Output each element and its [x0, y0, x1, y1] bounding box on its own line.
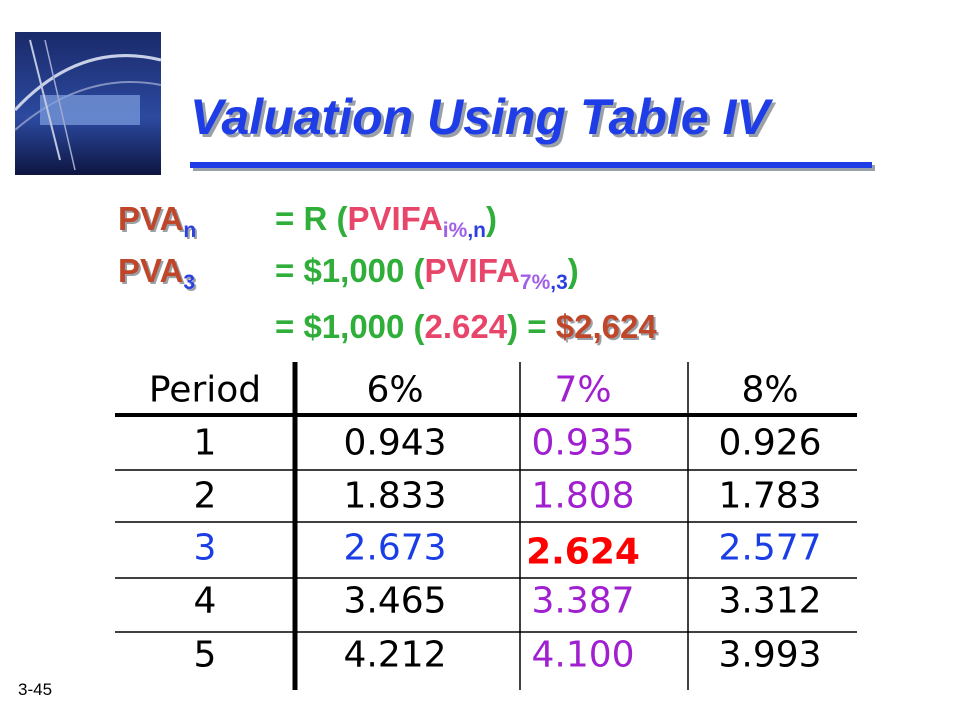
formula-sub: ,n — [467, 219, 486, 242]
table-lines — [115, 362, 857, 690]
formula-sub: n — [183, 219, 197, 242]
formula-text: = R ( — [275, 200, 348, 237]
table-cell: 0.926 — [718, 422, 822, 464]
formula-text: 2.624 — [424, 308, 508, 345]
formula-sub: ,3 — [550, 271, 568, 294]
formula-line: PVA3 = $1,000 (PVIFA7%,3) — [118, 252, 579, 295]
title: Valuation Using Table IV — [190, 89, 770, 145]
table-cell: 0.943 — [343, 422, 447, 464]
header-cell: 8% — [741, 369, 799, 411]
table-cell: 0.935 — [531, 422, 635, 464]
table-cell: 3.312 — [718, 580, 822, 622]
header-cell: Period — [148, 369, 262, 411]
formula-text: = $1,000 ( — [275, 308, 425, 345]
slide-number: 3-45 — [18, 680, 53, 699]
formula-text: ) — [485, 200, 497, 237]
formula-sub: 3 — [183, 271, 196, 294]
formula-sub: i% — [442, 219, 468, 242]
table-cell: 1.783 — [718, 475, 822, 517]
table-cell: 2.577 — [718, 527, 822, 569]
table-cell: 4.212 — [343, 634, 447, 676]
table-cell: 3.993 — [718, 634, 822, 676]
header-cell: 7% — [554, 369, 612, 411]
table-cell: 3.465 — [343, 580, 447, 622]
table-cell: 2.624 — [526, 531, 640, 573]
formula-text: $2,624 — [555, 308, 657, 345]
table-cell: 1.808 — [531, 475, 635, 517]
table-cell: 5 — [193, 634, 217, 676]
table-cell: 2.673 — [343, 527, 447, 569]
formula-sub: 7% — [519, 271, 551, 294]
table-cell: 4.100 — [531, 634, 635, 676]
formula-line: PVAn = R (PVIFAi%,n) — [118, 200, 497, 243]
table-cell: 3 — [193, 527, 217, 569]
table-cell: 2 — [193, 475, 217, 517]
bridge-photo — [13, 32, 162, 175]
header-cell: 6% — [366, 369, 424, 411]
formula-text: PVIFA — [424, 252, 520, 289]
formula-line: = $1,000 (2.624) = $2,624 — [118, 308, 657, 346]
formula-text: ) — [567, 252, 579, 289]
formula-text: PVIFA — [347, 200, 443, 237]
table-cell: 1.833 — [343, 475, 447, 517]
table-cell: 1 — [193, 422, 217, 464]
formula-text: PVA — [118, 200, 184, 237]
formula-text: ) = — [507, 308, 556, 345]
formula-text: = $1,000 ( — [275, 252, 425, 289]
table-cell: 3.387 — [531, 580, 635, 622]
formula-text: PVA — [118, 252, 184, 289]
table-cell: 4 — [193, 580, 217, 622]
